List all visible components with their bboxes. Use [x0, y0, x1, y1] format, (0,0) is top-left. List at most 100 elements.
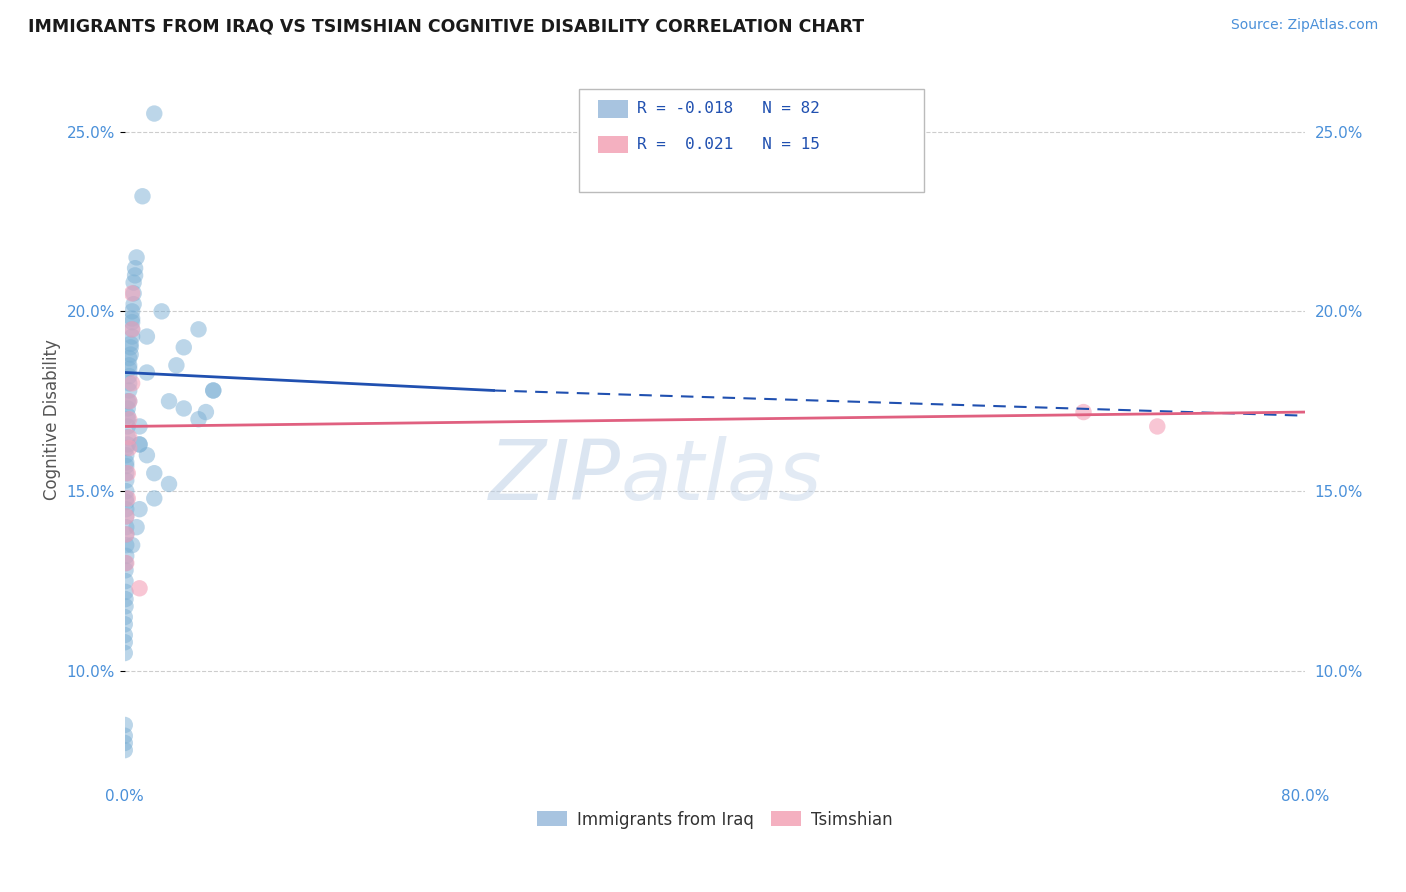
Point — [143, 491, 166, 506]
Point — [165, 359, 187, 373]
Point — [115, 495, 138, 509]
Text: atlas: atlas — [620, 436, 823, 517]
Point — [194, 405, 217, 419]
Point — [118, 359, 141, 373]
Point — [135, 329, 157, 343]
Point — [128, 502, 150, 516]
Point — [121, 322, 143, 336]
Point — [115, 527, 138, 541]
Text: IMMIGRANTS FROM IRAQ VS TSIMSHIAN COGNITIVE DISABILITY CORRELATION CHART: IMMIGRANTS FROM IRAQ VS TSIMSHIAN COGNIT… — [28, 18, 865, 36]
Point — [187, 412, 209, 426]
Point — [131, 189, 153, 203]
Point — [202, 384, 225, 398]
Point — [121, 329, 143, 343]
Point — [115, 527, 138, 541]
Point — [122, 297, 145, 311]
Point — [117, 409, 139, 423]
Point — [115, 474, 138, 488]
Point — [124, 268, 146, 283]
Point — [114, 736, 136, 750]
Point — [128, 437, 150, 451]
Point — [115, 484, 138, 499]
Y-axis label: Cognitive Disability: Cognitive Disability — [44, 339, 60, 500]
Point — [187, 322, 209, 336]
Point — [121, 538, 143, 552]
Point — [117, 394, 139, 409]
Point — [114, 628, 136, 642]
Point — [114, 556, 136, 570]
Point — [128, 419, 150, 434]
Point — [117, 401, 139, 416]
Point — [125, 251, 148, 265]
Point — [118, 376, 141, 391]
Point — [115, 509, 138, 524]
Point — [124, 261, 146, 276]
Text: R = -0.018   N = 82: R = -0.018 N = 82 — [637, 102, 820, 116]
Point — [115, 467, 138, 481]
Point — [173, 401, 195, 416]
Point — [125, 520, 148, 534]
Point — [114, 617, 136, 632]
Point — [121, 286, 143, 301]
Point — [118, 351, 141, 365]
Point — [117, 419, 139, 434]
Point — [114, 646, 136, 660]
Point — [114, 718, 136, 732]
Point — [114, 610, 136, 624]
Point — [135, 366, 157, 380]
Point — [117, 430, 139, 444]
Point — [115, 491, 138, 506]
Point — [120, 336, 142, 351]
Point — [115, 538, 138, 552]
Point — [117, 467, 139, 481]
Point — [118, 412, 141, 426]
Point — [114, 635, 136, 649]
Point — [115, 448, 138, 462]
Point — [157, 394, 180, 409]
Point — [115, 455, 138, 469]
Point — [121, 376, 143, 391]
Point — [118, 394, 141, 409]
Point — [122, 276, 145, 290]
Point — [115, 441, 138, 455]
Point — [114, 599, 136, 614]
Point — [118, 430, 141, 444]
Point — [114, 729, 136, 743]
Point — [120, 340, 142, 354]
Text: Source: ZipAtlas.com: Source: ZipAtlas.com — [1230, 18, 1378, 32]
Point — [122, 286, 145, 301]
Point — [117, 412, 139, 426]
Legend: Immigrants from Iraq, Tsimshian: Immigrants from Iraq, Tsimshian — [530, 804, 898, 835]
Point — [115, 549, 138, 563]
Point — [118, 362, 141, 376]
Point — [121, 304, 143, 318]
Point — [121, 315, 143, 329]
Point — [114, 585, 136, 599]
Point — [115, 502, 138, 516]
Point — [121, 322, 143, 336]
Point — [118, 369, 141, 384]
Point — [1073, 405, 1095, 419]
Point — [202, 384, 225, 398]
Point — [118, 441, 141, 455]
Point — [117, 437, 139, 451]
Point — [135, 448, 157, 462]
Point — [115, 458, 138, 473]
Point — [114, 743, 136, 757]
Point — [143, 106, 166, 120]
Point — [118, 384, 141, 398]
Point — [115, 556, 138, 570]
Point — [117, 491, 139, 506]
Point — [128, 582, 150, 596]
Point — [121, 311, 143, 326]
Point — [114, 574, 136, 588]
Text: ZIP: ZIP — [488, 436, 620, 517]
Point — [118, 394, 141, 409]
Point — [115, 520, 138, 534]
Point — [114, 592, 136, 607]
Point — [114, 563, 136, 577]
Point — [120, 347, 142, 361]
Point — [173, 340, 195, 354]
Point — [157, 477, 180, 491]
Text: R =  0.021   N = 15: R = 0.021 N = 15 — [637, 137, 820, 152]
